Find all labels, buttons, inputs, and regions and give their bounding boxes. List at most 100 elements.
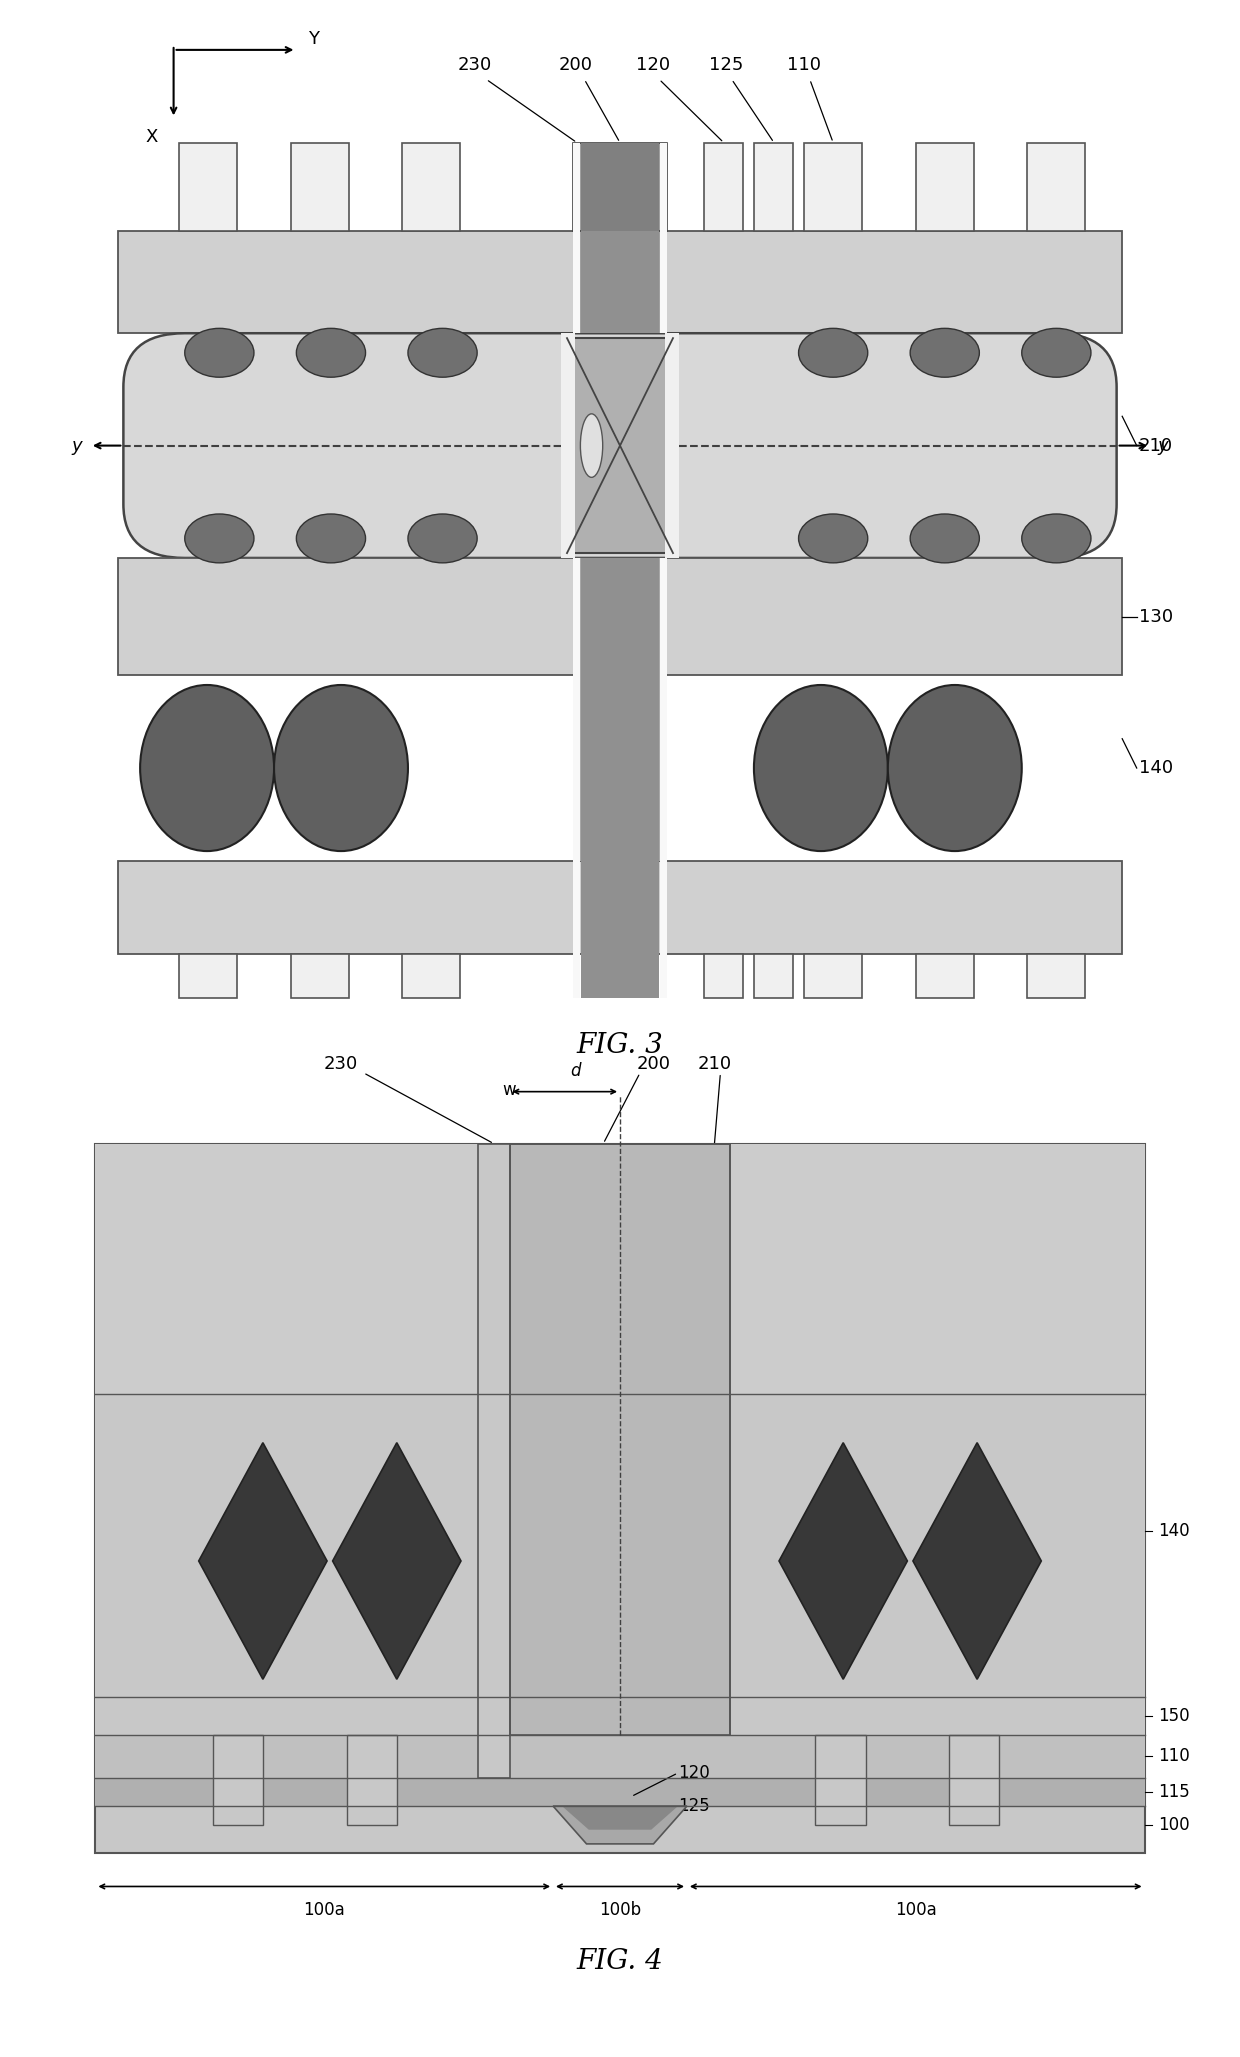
Text: 230: 230 <box>458 56 492 74</box>
Bar <box>915 142 973 230</box>
Text: 120: 120 <box>678 1765 709 1781</box>
Bar <box>573 142 667 230</box>
Ellipse shape <box>799 329 868 376</box>
Bar <box>582 230 658 333</box>
Bar <box>510 1144 730 1736</box>
Bar <box>573 557 667 675</box>
Text: 200: 200 <box>636 1055 671 1074</box>
Ellipse shape <box>274 685 408 852</box>
Text: 230: 230 <box>324 1055 358 1074</box>
Text: d: d <box>570 1061 582 1080</box>
Text: 100: 100 <box>1158 1816 1189 1835</box>
Ellipse shape <box>888 685 1022 852</box>
Polygon shape <box>332 1442 461 1679</box>
Bar <box>660 557 667 675</box>
Bar <box>704 142 743 230</box>
Text: 140: 140 <box>1140 759 1173 778</box>
Bar <box>95 1736 1145 1777</box>
Bar <box>573 954 580 998</box>
Bar <box>402 142 460 230</box>
Bar <box>573 675 580 860</box>
Text: 125: 125 <box>709 56 743 74</box>
Ellipse shape <box>296 514 366 564</box>
Bar <box>704 954 743 998</box>
Ellipse shape <box>185 514 254 564</box>
Bar <box>479 1144 510 1777</box>
Ellipse shape <box>296 329 366 376</box>
Ellipse shape <box>185 329 254 376</box>
Bar <box>582 862 658 954</box>
Bar <box>754 954 794 998</box>
Text: FIG. 4: FIG. 4 <box>577 1948 663 1975</box>
Text: 150: 150 <box>1158 1707 1189 1726</box>
Bar <box>95 1697 1145 1736</box>
Ellipse shape <box>799 514 868 564</box>
Text: 210: 210 <box>698 1055 732 1074</box>
Bar <box>573 230 667 333</box>
Bar <box>573 675 667 860</box>
Text: 100a: 100a <box>304 1901 345 1919</box>
Text: y: y <box>1158 436 1168 455</box>
Bar <box>582 142 658 230</box>
Text: 110: 110 <box>1158 1746 1189 1765</box>
Bar <box>1028 142 1085 230</box>
Bar <box>660 954 667 998</box>
Bar <box>660 230 667 333</box>
Bar <box>805 142 862 230</box>
Text: w: w <box>502 1082 516 1098</box>
Bar <box>402 954 460 998</box>
Text: 100a: 100a <box>895 1901 936 1919</box>
Polygon shape <box>198 1442 327 1679</box>
Ellipse shape <box>408 329 477 376</box>
Polygon shape <box>779 1442 908 1679</box>
Text: 115: 115 <box>1158 1783 1189 1800</box>
Bar <box>573 557 580 675</box>
Bar <box>567 337 673 553</box>
Ellipse shape <box>754 685 888 852</box>
Bar <box>118 557 1122 675</box>
Bar <box>562 333 575 557</box>
Bar <box>180 954 237 998</box>
Bar <box>290 142 348 230</box>
Bar <box>660 142 667 230</box>
Bar <box>180 142 237 230</box>
Bar <box>95 1395 1145 1697</box>
Bar <box>118 862 1122 954</box>
Bar <box>573 142 580 230</box>
Text: FIG. 3: FIG. 3 <box>577 1033 663 1059</box>
Bar <box>118 230 1122 333</box>
Text: 100b: 100b <box>599 1901 641 1919</box>
Bar <box>816 1736 866 1825</box>
Text: 110: 110 <box>787 56 821 74</box>
Text: 140: 140 <box>1158 1522 1189 1541</box>
Text: 210: 210 <box>1140 436 1173 455</box>
Bar <box>582 557 658 675</box>
Text: y: y <box>72 436 82 455</box>
Polygon shape <box>562 1806 678 1831</box>
Bar <box>290 954 348 998</box>
FancyBboxPatch shape <box>124 333 1117 557</box>
Bar <box>754 142 794 230</box>
Ellipse shape <box>910 514 980 564</box>
Bar <box>582 954 658 998</box>
Polygon shape <box>553 1806 687 1843</box>
Text: 125: 125 <box>678 1798 709 1814</box>
Bar <box>346 1736 397 1825</box>
Bar <box>1028 954 1085 998</box>
Bar <box>573 862 580 954</box>
Bar <box>213 1736 263 1825</box>
Polygon shape <box>913 1442 1042 1679</box>
Bar <box>805 954 862 998</box>
Bar <box>915 954 973 998</box>
Ellipse shape <box>580 413 603 477</box>
Bar <box>95 1144 1145 1853</box>
Bar <box>665 333 678 557</box>
Bar <box>573 230 580 333</box>
Text: 130: 130 <box>1140 607 1173 625</box>
Text: Y: Y <box>308 31 319 47</box>
Ellipse shape <box>408 514 477 564</box>
Bar <box>95 1777 1145 1806</box>
Bar <box>95 1144 1145 1395</box>
Ellipse shape <box>1022 329 1091 376</box>
Text: X: X <box>146 128 157 146</box>
